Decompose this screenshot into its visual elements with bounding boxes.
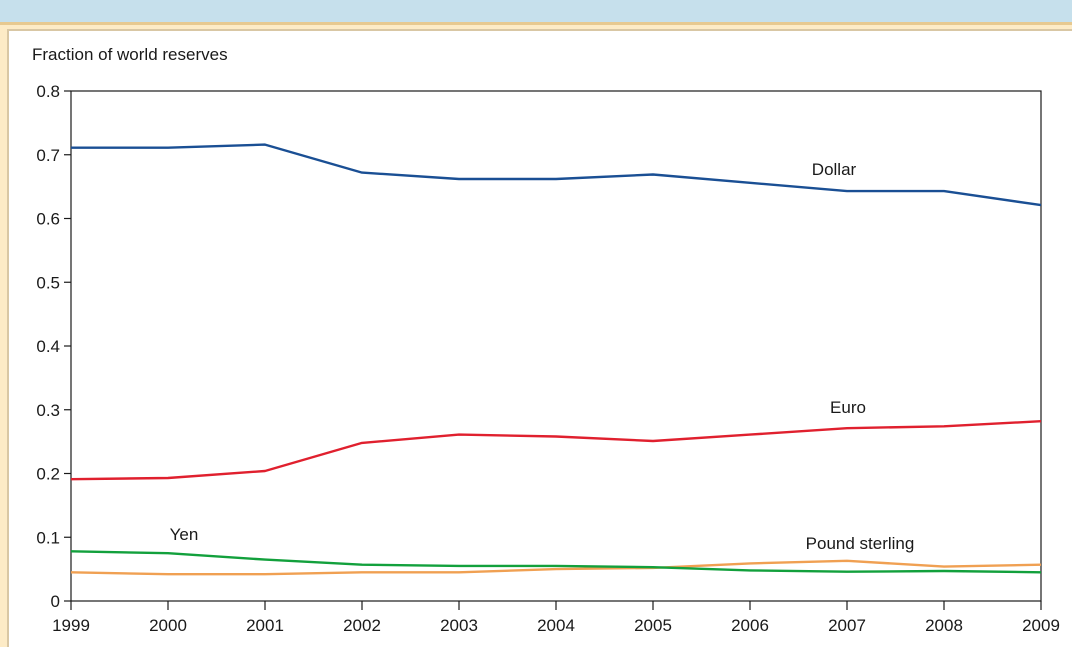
y-tick-label: 0.5 [36, 273, 60, 292]
series-label-yen: Yen [170, 525, 199, 544]
x-tick-label: 2001 [246, 616, 284, 635]
x-tick-label: 2006 [731, 616, 769, 635]
series-label-dollar: Dollar [812, 160, 857, 179]
series-lines [70, 143, 1042, 576]
chart-panel [7, 29, 1072, 647]
plot-frame [70, 90, 1042, 602]
series-line-pound-sterling [70, 559, 1042, 576]
series-line-dollar [71, 143, 1042, 207]
y-tick-label: 0 [51, 592, 60, 611]
y-tick-label: 0.4 [36, 337, 60, 356]
x-tick-label: 2007 [828, 616, 866, 635]
x-tick-label: 2002 [343, 616, 381, 635]
x-tick-label: 1999 [52, 616, 90, 635]
series-labels: Dollar Euro Yen Pound sterling [170, 160, 915, 553]
y-tick-label: 0.1 [36, 528, 60, 547]
y-tick-label: 0.3 [36, 401, 60, 420]
x-tick-label: 2008 [925, 616, 963, 635]
y-tick-label: 0.6 [36, 210, 60, 229]
header-rule [0, 22, 1072, 25]
y-axis-title: Fraction of world reserves [32, 45, 228, 64]
series-line-euro [70, 420, 1042, 481]
header-band [0, 0, 1072, 22]
y-tick-label: 0.7 [36, 146, 60, 165]
series-label-euro: Euro [830, 398, 866, 417]
series-line-yen [70, 550, 1042, 574]
x-tick-label: 2000 [149, 616, 187, 635]
y-axis: 0 0.1 0.2 0.3 0.4 0.5 0.6 0.7 0.8 [36, 82, 71, 611]
x-tick-label: 2009 [1022, 616, 1060, 635]
y-tick-label: 0.2 [36, 465, 60, 484]
x-tick-label: 2004 [537, 616, 575, 635]
y-tick-label: 0.8 [36, 82, 60, 101]
x-axis: 1999 2000 2001 2002 2003 2004 2005 2006 2007 2008… [52, 601, 1060, 635]
x-tick-label: 2003 [440, 616, 478, 635]
series-label-pound-sterling: Pound sterling [806, 534, 915, 553]
x-tick-label: 2005 [634, 616, 672, 635]
